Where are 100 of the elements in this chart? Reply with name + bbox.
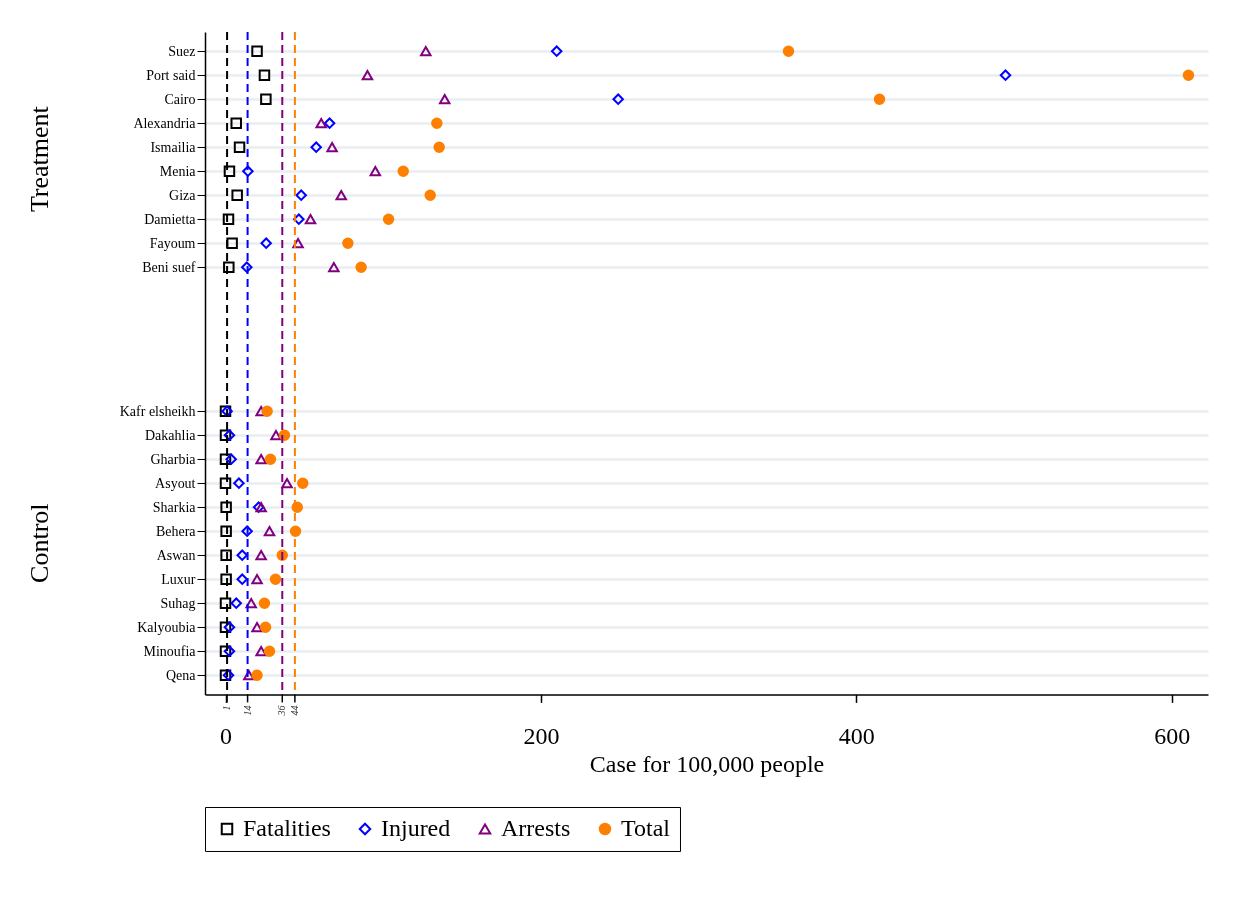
x-tick-label: 400 bbox=[838, 722, 875, 749]
point bbox=[295, 189, 307, 201]
point bbox=[438, 94, 451, 105]
point bbox=[223, 261, 235, 273]
point bbox=[251, 45, 263, 57]
point bbox=[255, 550, 267, 561]
point bbox=[219, 645, 232, 657]
point bbox=[269, 573, 282, 585]
point bbox=[258, 597, 271, 609]
point bbox=[297, 477, 309, 489]
point bbox=[782, 45, 795, 57]
point bbox=[220, 501, 232, 513]
point bbox=[382, 213, 395, 225]
point bbox=[255, 646, 267, 657]
point bbox=[304, 214, 317, 225]
point bbox=[261, 405, 273, 417]
point bbox=[236, 573, 248, 585]
point bbox=[251, 574, 263, 585]
point bbox=[369, 166, 382, 177]
y-tick-label: Cairo bbox=[164, 91, 196, 107]
point bbox=[999, 69, 1012, 81]
legend-label: Fatalities bbox=[243, 814, 331, 841]
point bbox=[251, 669, 263, 681]
y-tick-label: Damietta bbox=[144, 211, 197, 227]
point bbox=[258, 69, 271, 81]
y-tick-label: Port said bbox=[146, 67, 196, 83]
point bbox=[550, 45, 563, 57]
y-tick-label: Beni suef bbox=[142, 259, 196, 275]
point bbox=[293, 213, 305, 225]
point bbox=[222, 213, 235, 225]
x-tick-label: 600 bbox=[1154, 722, 1191, 749]
point bbox=[315, 118, 327, 129]
y-tick-label: Gharbia bbox=[150, 451, 197, 467]
point bbox=[233, 141, 246, 153]
y-tick-label: Dakahlia bbox=[145, 427, 197, 443]
point bbox=[219, 477, 232, 489]
point bbox=[223, 429, 236, 441]
point bbox=[431, 117, 443, 129]
point bbox=[328, 262, 340, 273]
point bbox=[310, 141, 322, 153]
y-tick-label: Suez bbox=[168, 43, 196, 59]
point bbox=[1182, 69, 1195, 81]
text: Control bbox=[25, 503, 55, 583]
y-tick-label: Asyout bbox=[155, 475, 196, 491]
point bbox=[220, 549, 232, 561]
x-axis-title: Case for 100,000 people bbox=[589, 750, 825, 777]
y-tick-label: Sharkia bbox=[152, 499, 197, 515]
y-tick-label: Menia bbox=[159, 163, 197, 179]
legend-label: Total bbox=[621, 814, 671, 841]
point bbox=[241, 261, 253, 273]
ref-line-label: 36 bbox=[276, 705, 288, 717]
y-tick-label: Luxur bbox=[161, 571, 196, 587]
point bbox=[226, 237, 238, 249]
point bbox=[219, 621, 232, 633]
point bbox=[278, 429, 291, 441]
point bbox=[873, 93, 886, 105]
y-tick-label: Suhag bbox=[160, 595, 196, 611]
ref-line-label: 44 bbox=[288, 705, 300, 716]
point bbox=[420, 46, 432, 57]
point bbox=[433, 141, 445, 153]
point bbox=[242, 165, 254, 177]
point bbox=[397, 165, 409, 177]
point bbox=[223, 621, 236, 633]
point bbox=[263, 645, 276, 657]
point bbox=[264, 453, 277, 465]
point bbox=[255, 454, 267, 465]
text: Treatment bbox=[25, 105, 55, 213]
y-tick-label: Kafr elsheikh bbox=[119, 403, 196, 419]
point bbox=[263, 526, 276, 537]
y-tick-label: Qena bbox=[165, 667, 197, 683]
point bbox=[251, 622, 263, 633]
y-tick-label: Alexandria bbox=[133, 115, 197, 131]
point bbox=[260, 237, 272, 249]
point bbox=[612, 93, 624, 105]
y-tick-label: Ismailia bbox=[150, 139, 197, 155]
x-tick-label: 0 bbox=[220, 722, 233, 749]
point bbox=[281, 478, 293, 489]
x-tick-label: 200 bbox=[523, 722, 560, 749]
y-tick-label: Minoufia bbox=[143, 643, 197, 659]
point bbox=[292, 238, 304, 249]
legend-label: Injured bbox=[381, 814, 451, 841]
y-tick-label: Kalyoubia bbox=[137, 619, 197, 635]
point bbox=[335, 190, 347, 201]
point bbox=[245, 598, 257, 609]
point bbox=[355, 261, 367, 273]
point bbox=[424, 189, 436, 201]
y-tick-label: Giza bbox=[169, 187, 197, 203]
point bbox=[259, 621, 272, 633]
ref-line-label: 1 bbox=[221, 705, 233, 711]
point bbox=[225, 453, 237, 465]
point bbox=[220, 525, 232, 537]
point bbox=[219, 453, 232, 465]
point bbox=[361, 70, 374, 81]
point bbox=[243, 670, 255, 681]
point bbox=[220, 573, 232, 585]
point bbox=[223, 165, 236, 177]
point bbox=[219, 429, 232, 441]
y-tick-label: Aswan bbox=[156, 547, 196, 563]
point bbox=[260, 93, 272, 105]
point bbox=[270, 430, 282, 441]
